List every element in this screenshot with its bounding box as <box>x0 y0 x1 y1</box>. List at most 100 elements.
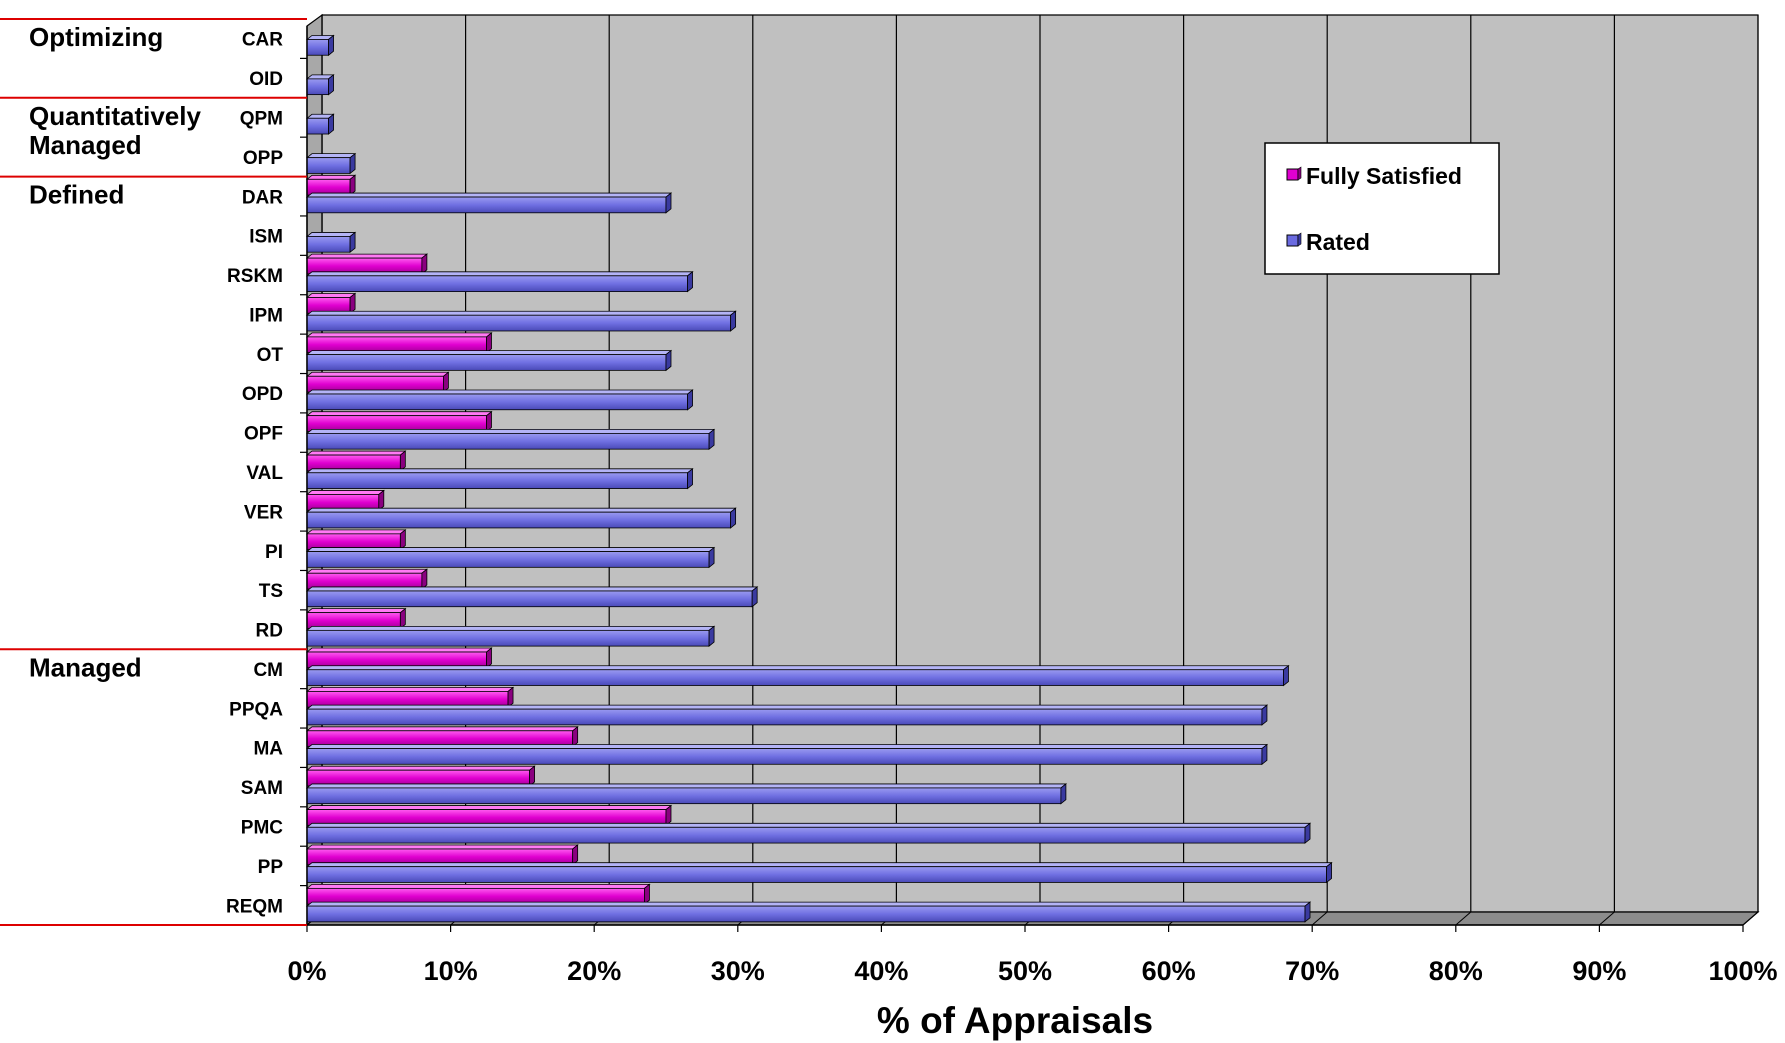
bar-fully-satisfied-reqm <box>305 883 651 905</box>
category-label-ism: ISM <box>249 227 283 248</box>
bar-rated-cm <box>305 664 1290 687</box>
bar-rated-pmc <box>305 822 1312 844</box>
category-label-pi: PI <box>265 542 283 563</box>
bar-fully-satisfied-ma <box>305 725 579 748</box>
bar-fully-satisfied-pmc <box>305 804 673 827</box>
x-tick-label: 50% <box>998 956 1052 986</box>
bar-fully-satisfied-rd <box>305 607 407 630</box>
category-label-oid: OID <box>249 69 283 90</box>
bar-fully-satisfied-opd <box>305 371 450 393</box>
gridline-floor <box>1455 911 1472 926</box>
bar-rated-opf <box>305 428 716 450</box>
category-label-opd: OPD <box>242 384 283 405</box>
bar-rated-ism <box>305 231 357 254</box>
group-labels: OptimizingQuantitativelyManagedDefinedMa… <box>0 18 307 926</box>
category-label-pp: PP <box>258 857 284 878</box>
gridline-floor <box>1311 911 1328 926</box>
group-label: Defined <box>29 180 124 210</box>
x-tick-label: 100% <box>1708 956 1777 986</box>
category-label-dar: DAR <box>242 187 283 208</box>
bar-rated-opd <box>305 389 694 411</box>
bar-rated-ts <box>305 586 759 608</box>
category-label-ver: VER <box>244 502 283 523</box>
category-label-opf: OPF <box>244 424 283 445</box>
category-label-rskm: RSKM <box>227 266 283 287</box>
bar-rated-ma <box>305 743 1269 766</box>
category-label-reqm: REQM <box>226 896 283 917</box>
bar-fully-satisfied-ipm <box>305 292 357 315</box>
bar-fully-satisfied-pi <box>305 529 407 551</box>
bar-rated-pp <box>305 861 1333 884</box>
category-label-opp: OPP <box>243 148 283 169</box>
group-label: Optimizing <box>29 22 163 52</box>
gridline-floor <box>1742 911 1759 926</box>
x-tick-label: 0% <box>287 956 326 986</box>
bar-fully-satisfied-opf <box>305 410 493 433</box>
bars <box>305 34 1333 923</box>
bar-rated-ppqa <box>305 704 1269 726</box>
x-tick-label: 80% <box>1429 956 1483 986</box>
category-label-ot: OT <box>257 345 284 366</box>
x-tick-labels: 0% 10% 20% 30% 40% 50% 60% 70% 80% 90% 100% <box>287 956 1777 986</box>
x-axis-title: % of Appraisals <box>877 1000 1153 1041</box>
bar-rated-pi <box>305 546 716 569</box>
group-managed: Managed <box>29 652 142 682</box>
legend-label: Fully Satisfied <box>1306 163 1462 189</box>
bar-rated-rd <box>305 625 716 647</box>
bar-fully-satisfied-sam <box>305 765 536 787</box>
x-tick-label: 90% <box>1572 956 1626 986</box>
x-tick-label: 70% <box>1285 956 1339 986</box>
x-tick-label: 40% <box>854 956 908 986</box>
legend-label: Rated <box>1306 229 1370 255</box>
bar-rated-ipm <box>305 310 737 332</box>
legend-item-fully-satisfied: Fully Satisfied <box>1286 163 1462 189</box>
category-label-ipm: IPM <box>249 305 283 326</box>
bar-fully-satisfied-ver <box>305 489 385 512</box>
gridline-floor <box>1599 911 1615 926</box>
x-tick-label: 30% <box>711 956 765 986</box>
bar-fully-satisfied-ppqa <box>305 686 515 708</box>
bar-rated-car <box>305 34 335 57</box>
group-label: Managed <box>29 652 142 682</box>
bar-fully-satisfied-val <box>305 450 407 472</box>
category-label-car: CAR <box>242 30 283 51</box>
group-label: Managed <box>29 130 142 160</box>
category-label-ppqa: PPQA <box>229 699 283 720</box>
category-label-pmc: PMC <box>241 818 284 839</box>
bar-fully-satisfied-ts <box>305 568 429 590</box>
category-labels: CAR OID QPM OPP DAR ISM RSKM IPM OT OPD OPF VAL VER P… <box>226 30 283 918</box>
bar-rated-dar <box>305 192 673 214</box>
x-tick-label: 20% <box>567 956 621 986</box>
category-label-cm: CM <box>253 660 283 681</box>
bar-rated-oid <box>305 74 335 96</box>
bar-rated-qpm <box>305 113 335 135</box>
bar-fully-satisfied-pp <box>305 844 579 866</box>
category-label-sam: SAM <box>241 778 283 799</box>
category-label-qpm: QPM <box>240 108 283 129</box>
legend-box <box>1264 142 1500 275</box>
legend: Fully Satisfied Rated <box>1264 142 1500 275</box>
category-label-ts: TS <box>259 581 283 602</box>
bar-rated-reqm <box>305 901 1312 923</box>
x-tick-label: 60% <box>1142 956 1196 986</box>
bar-fully-satisfied-dar <box>305 174 357 196</box>
group-defined: Defined <box>29 180 124 210</box>
legend-swatch <box>1286 234 1299 247</box>
bar-fully-satisfied-ot <box>305 332 493 354</box>
bar-rated-rskm <box>305 270 694 293</box>
bar-rated-sam <box>305 783 1068 805</box>
bar-rated-opp <box>305 152 357 175</box>
legend-swatch <box>1286 168 1299 181</box>
bar-rated-ot <box>305 349 673 372</box>
group-label: Quantitatively <box>29 101 201 131</box>
bar-rated-val <box>305 467 694 490</box>
bar-fully-satisfied-cm <box>305 647 493 669</box>
group-optimizing: Optimizing <box>29 22 163 52</box>
bar-fully-satisfied-rskm <box>305 253 429 275</box>
category-label-ma: MA <box>253 739 283 760</box>
category-label-rd: RD <box>256 621 283 642</box>
x-tick-label: 10% <box>424 956 478 986</box>
legend-item-rated: Rated <box>1286 229 1370 255</box>
